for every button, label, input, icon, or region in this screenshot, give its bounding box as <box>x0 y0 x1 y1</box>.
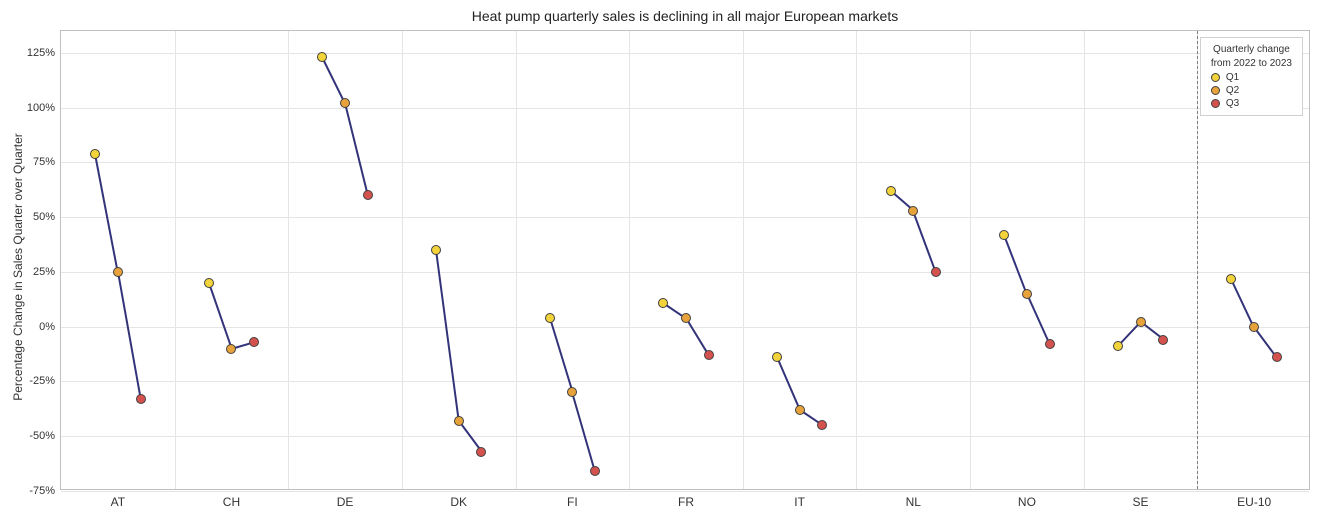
series-line <box>94 153 119 272</box>
y-tick-label: -75% <box>29 485 61 497</box>
gridline-vertical <box>175 31 176 489</box>
data-marker <box>1158 335 1168 345</box>
data-marker <box>1249 322 1259 332</box>
data-marker <box>999 230 1009 240</box>
series-line <box>208 283 233 349</box>
data-marker <box>249 337 259 347</box>
series-line <box>435 250 460 421</box>
data-marker <box>136 394 146 404</box>
data-marker <box>431 245 441 255</box>
data-marker <box>363 190 373 200</box>
data-marker <box>1113 341 1123 351</box>
data-marker <box>476 447 486 457</box>
x-tick-label: FI <box>567 489 578 509</box>
data-marker <box>567 387 577 397</box>
y-tick-label: 125% <box>27 47 61 59</box>
series-line <box>912 210 937 272</box>
data-marker <box>772 352 782 362</box>
data-marker <box>817 420 827 430</box>
legend-label: Q1 <box>1226 72 1239 83</box>
gridline-horizontal <box>61 108 1309 109</box>
legend-item: Q3 <box>1211 98 1292 109</box>
gridline-horizontal <box>61 217 1309 218</box>
x-tick-label: IT <box>794 489 805 509</box>
data-marker <box>886 186 896 196</box>
gridline-vertical <box>1084 31 1085 489</box>
legend-item: Q1 <box>1211 72 1292 83</box>
y-tick-label: 75% <box>33 156 61 168</box>
y-tick-label: 25% <box>33 266 61 278</box>
gridline-vertical <box>402 31 403 489</box>
data-marker <box>1022 289 1032 299</box>
x-tick-label: DE <box>337 489 354 509</box>
x-tick-label: AT <box>111 489 125 509</box>
y-tick-label: 50% <box>33 211 61 223</box>
gridline-vertical <box>970 31 971 489</box>
legend: Quarterly change from 2022 to 2023 Q1 Q2 Q… <box>1200 37 1303 116</box>
legend-title-line2: from 2022 to 2023 <box>1211 58 1292 70</box>
series-line <box>1026 293 1051 344</box>
legend-swatch-icon <box>1211 86 1220 95</box>
legend-label: Q2 <box>1226 85 1239 96</box>
x-tick-label: EU-10 <box>1237 489 1271 509</box>
data-marker <box>908 206 918 216</box>
gridline-horizontal <box>61 272 1309 273</box>
data-marker <box>113 267 123 277</box>
gridline-vertical <box>516 31 517 489</box>
plot-area: Quarterly change from 2022 to 2023 Q1 Q2 Q… <box>60 30 1310 490</box>
data-marker <box>340 98 350 108</box>
gridline-horizontal <box>61 327 1309 328</box>
series-line <box>117 272 142 399</box>
gridline-vertical <box>288 31 289 489</box>
gridline-vertical <box>856 31 857 489</box>
legend-item: Q2 <box>1211 85 1292 96</box>
y-axis-label: Percentage Change in Sales Quarter over … <box>11 133 25 400</box>
data-marker <box>226 344 236 354</box>
chart-title: Heat pump quarterly sales is declining i… <box>472 8 898 24</box>
legend-label: Q3 <box>1226 98 1239 109</box>
x-tick-label: SE <box>1133 489 1149 509</box>
legend-swatch-icon <box>1211 99 1220 108</box>
x-tick-label: NO <box>1018 489 1036 509</box>
data-marker <box>204 278 214 288</box>
chart-container: Heat pump quarterly sales is declining i… <box>0 0 1324 526</box>
data-marker <box>1045 339 1055 349</box>
data-marker <box>681 313 691 323</box>
data-marker <box>658 298 668 308</box>
y-tick-label: -25% <box>29 375 61 387</box>
data-marker <box>1272 352 1282 362</box>
data-marker <box>931 267 941 277</box>
divider-line <box>1197 31 1198 489</box>
x-tick-label: CH <box>223 489 240 509</box>
series-line <box>1003 234 1028 294</box>
data-marker <box>704 350 714 360</box>
data-marker <box>90 149 100 159</box>
series-line <box>321 57 346 104</box>
data-marker <box>1136 317 1146 327</box>
data-marker <box>545 313 555 323</box>
series-line <box>776 357 801 410</box>
data-marker <box>1226 274 1236 284</box>
gridline-horizontal <box>61 436 1309 437</box>
gridline-horizontal <box>61 162 1309 163</box>
y-tick-label: 100% <box>27 102 61 114</box>
series-line <box>1231 278 1256 327</box>
data-marker <box>590 466 600 476</box>
series-line <box>344 103 369 195</box>
series-line <box>571 392 596 471</box>
data-marker <box>454 416 464 426</box>
gridline-vertical <box>743 31 744 489</box>
x-tick-label: NL <box>906 489 921 509</box>
x-tick-label: DK <box>450 489 467 509</box>
x-tick-label: FR <box>678 489 694 509</box>
y-tick-label: 0% <box>39 321 61 333</box>
legend-title-line1: Quarterly change <box>1211 44 1292 56</box>
data-marker <box>795 405 805 415</box>
gridline-vertical <box>629 31 630 489</box>
data-marker <box>317 52 327 62</box>
y-tick-label: -50% <box>29 430 61 442</box>
gridline-horizontal <box>61 53 1309 54</box>
gridline-horizontal <box>61 381 1309 382</box>
legend-swatch-icon <box>1211 73 1220 82</box>
